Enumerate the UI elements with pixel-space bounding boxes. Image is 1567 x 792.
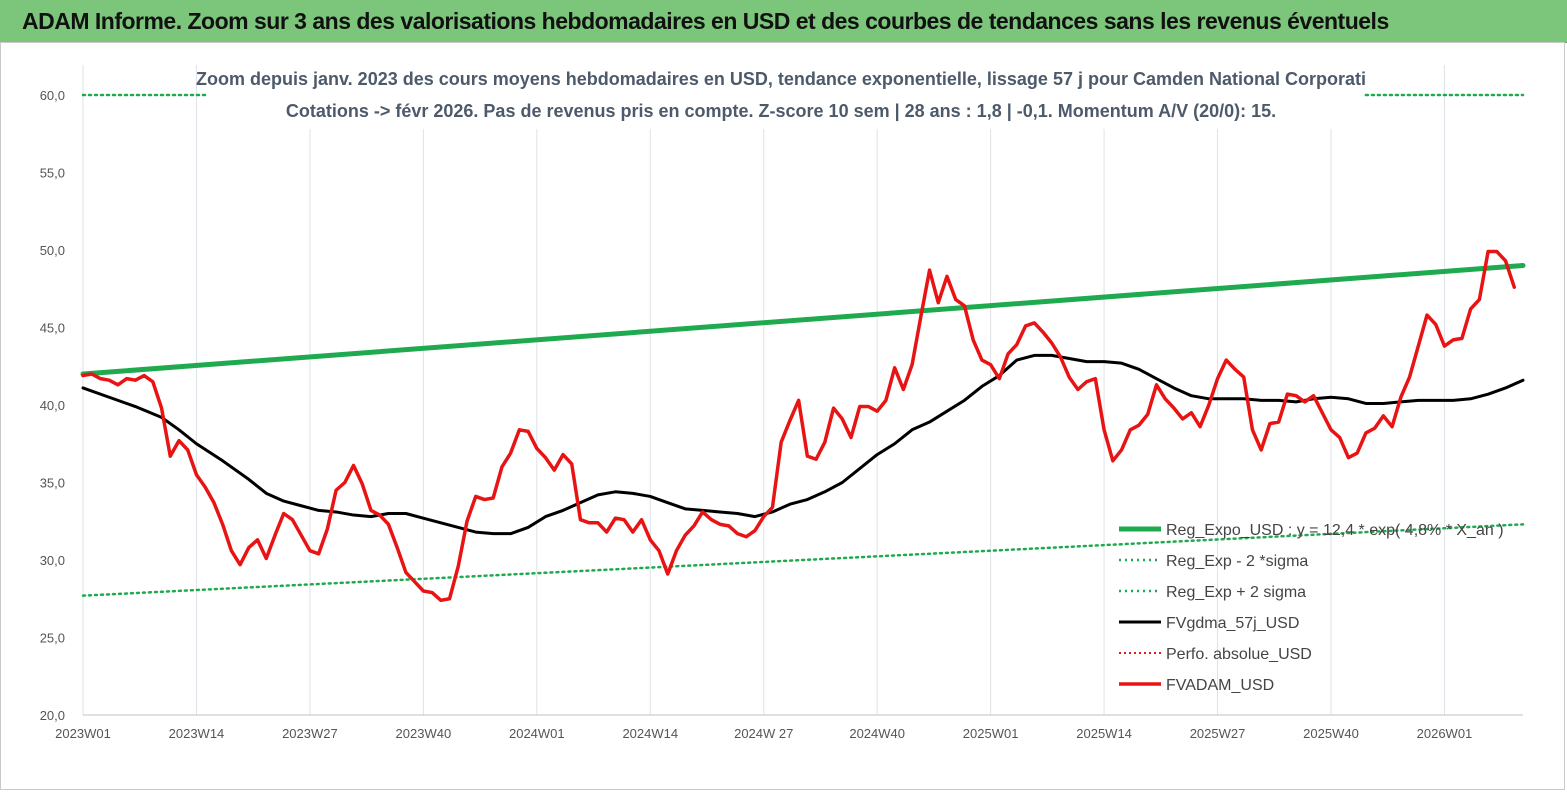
y-tick-label: 50,0 bbox=[40, 243, 65, 258]
series-reg-exp-2-sigma bbox=[81, 523, 1525, 597]
x-tick-label: 2025W01 bbox=[963, 726, 1019, 741]
x-tick-label: 2023W40 bbox=[396, 726, 452, 741]
y-tick-label: 20,0 bbox=[40, 708, 65, 723]
legend-label-reg-exp-2-sigma: Reg_Exp + 2 sigma bbox=[1166, 584, 1306, 601]
x-tick-label: 2025W14 bbox=[1076, 726, 1132, 741]
x-tick-label: 2026W01 bbox=[1417, 726, 1473, 741]
series-fvadam-usd bbox=[81, 249, 1517, 603]
chart-title-line2: Cotations -> févr 2026. Pas de revenus p… bbox=[286, 101, 1276, 121]
x-axis-ticks: 2023W01 2023W14 2023W27 2023W40 2024W01 2024W… bbox=[55, 726, 1472, 741]
y-tick-label: 55,0 bbox=[40, 166, 65, 181]
legend-label-reg-exp-2-sigma: Reg_Exp - 2 *sigma bbox=[1166, 553, 1308, 570]
report-title: ADAM Informe. Zoom sur 3 ans des valoris… bbox=[22, 8, 1389, 34]
grid bbox=[82, 65, 1523, 716]
title-background bbox=[209, 63, 1354, 129]
x-tick-label: 2024W 27 bbox=[734, 726, 793, 741]
legend-label-perfo-absolue-usd: Perfo. absolue_USD bbox=[1166, 646, 1312, 663]
chart-frame: Zoom depuis janv. 2023 des cours moyens … bbox=[0, 42, 1565, 790]
x-tick-label: 2023W14 bbox=[169, 726, 225, 741]
x-tick-label: 2024W14 bbox=[622, 726, 678, 741]
x-tick-label: 2025W40 bbox=[1303, 726, 1359, 741]
y-tick-label: 60,0 bbox=[40, 88, 65, 103]
legend: Reg_Expo_USD : y = 12,4 * exp( 4,8% * X_… bbox=[1119, 522, 1504, 694]
report-banner: ADAM Informe. Zoom sur 3 ans des valoris… bbox=[0, 0, 1567, 43]
chart-canvas: Zoom depuis janv. 2023 des cours moyens … bbox=[40, 63, 1526, 741]
legend-label-reg-expo-usd-y-12-4-exp-4-8-x-an: Reg_Expo_USD : y = 12,4 * exp( 4,8% * X_… bbox=[1166, 522, 1504, 539]
y-tick-label: 35,0 bbox=[40, 476, 65, 491]
legend-label-fvadam-usd: FVADAM_USD bbox=[1166, 677, 1274, 694]
y-axis-ticks: 20,0 25,0 30,0 35,0 40,0 45,0 50,0 55,0 60,0 bbox=[40, 88, 65, 723]
x-tick-label: 2024W01 bbox=[509, 726, 565, 741]
y-tick-label: 25,0 bbox=[40, 631, 65, 646]
x-tick-label: 2023W01 bbox=[55, 726, 111, 741]
x-tick-label: 2024W40 bbox=[849, 726, 905, 741]
x-tick-label: 2023W27 bbox=[282, 726, 338, 741]
series-fvgdma-57j-usd bbox=[81, 353, 1525, 536]
legend-label-fvgdma-57j-usd: FVgdma_57j_USD bbox=[1166, 615, 1299, 632]
x-tick-label: 2025W27 bbox=[1190, 726, 1246, 741]
series-layer bbox=[80, 93, 1526, 603]
y-tick-label: 40,0 bbox=[40, 398, 65, 413]
y-tick-label: 30,0 bbox=[40, 553, 65, 568]
y-tick-label: 45,0 bbox=[40, 321, 65, 336]
series-reg-expo-usd-y-12-4-exp-4-8-x-an bbox=[80, 263, 1526, 377]
chart-title-line1: Zoom depuis janv. 2023 des cours moyens … bbox=[196, 69, 1366, 89]
